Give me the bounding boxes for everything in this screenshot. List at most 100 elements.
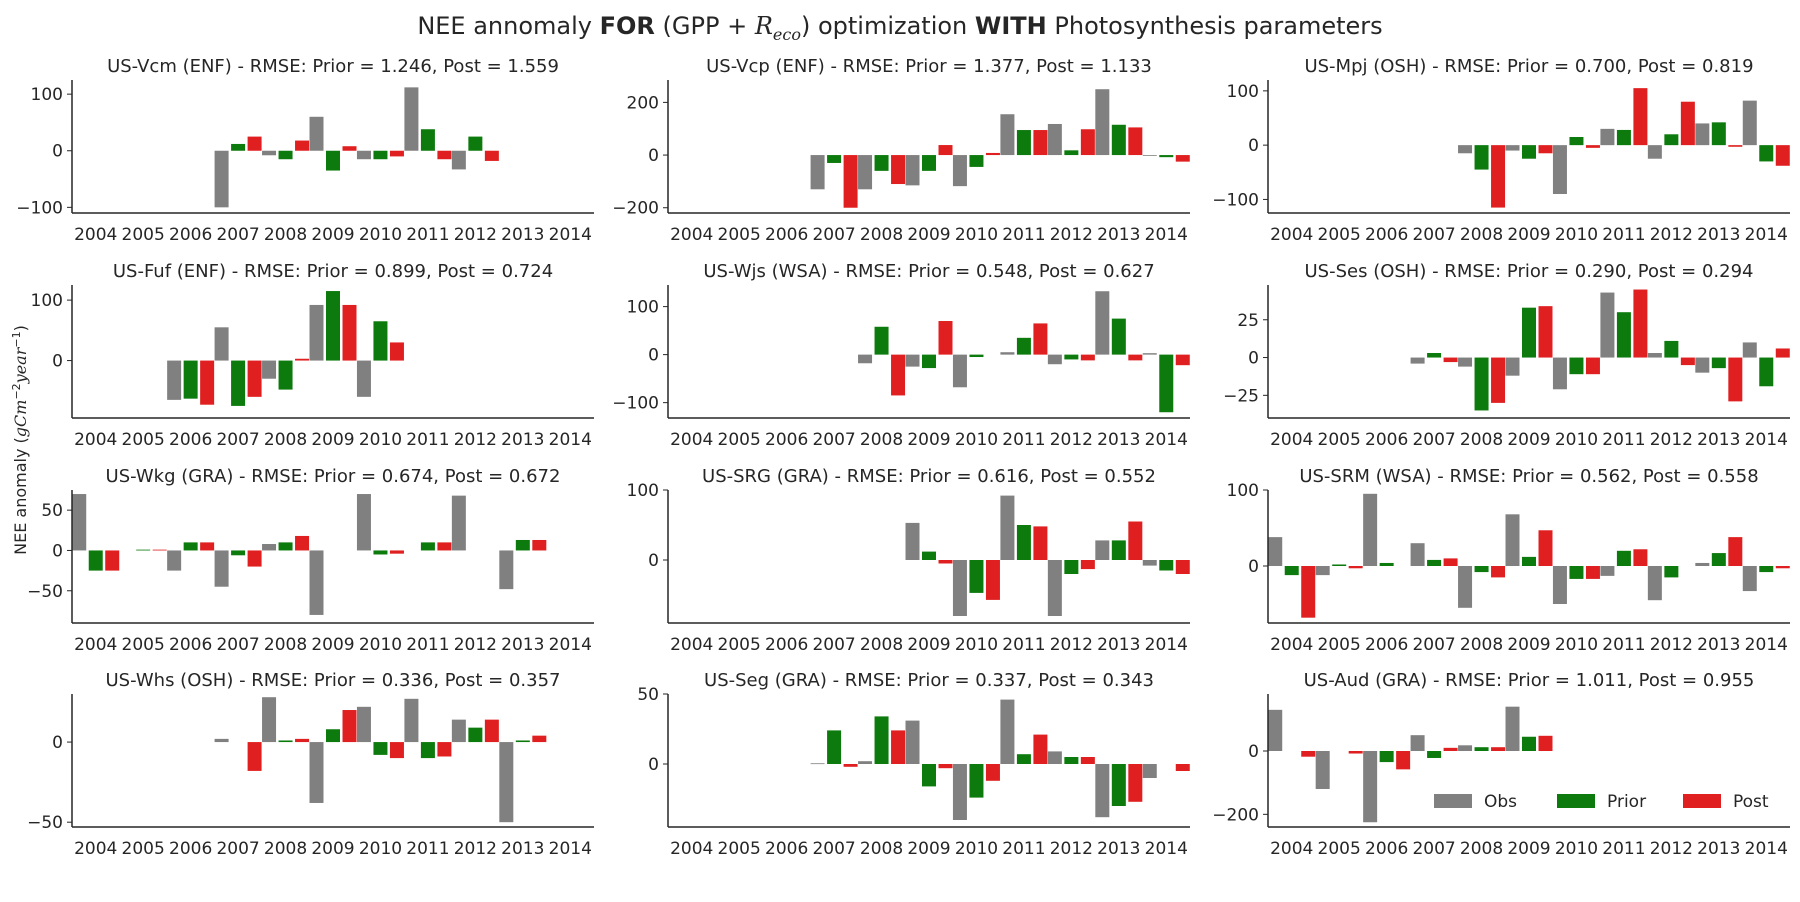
y-tick-label: 100	[31, 85, 63, 105]
legend-label-post: Post	[1733, 792, 1769, 812]
y-tick-label: 0	[648, 551, 659, 571]
bar-prior-2004	[1284, 566, 1299, 576]
bar-post-2011	[1633, 88, 1648, 146]
bar-obs-2012	[1647, 145, 1662, 159]
x-tick-label: 2008	[860, 839, 903, 859]
bar-prior-2013	[1111, 764, 1126, 806]
bar-prior-2009	[1522, 736, 1536, 751]
x-tick-label: 2008	[264, 635, 307, 655]
bar-obs-2011	[1000, 699, 1015, 764]
bar-obs-2008	[1458, 357, 1473, 367]
x-tick-label: 2013	[501, 839, 544, 859]
bar-obs-2011	[404, 87, 419, 151]
bar-obs-2011	[1000, 114, 1015, 156]
y-tick-label: 100	[1227, 481, 1259, 501]
bar-obs-2009	[1505, 514, 1520, 566]
bar-prior-2013	[1111, 124, 1126, 156]
y-tick-label: 0	[648, 755, 659, 775]
x-tick-label: 2004	[74, 839, 117, 859]
x-tick-label: 2005	[1318, 839, 1361, 859]
bar-obs-2013	[1695, 123, 1710, 146]
x-tick-label: 2011	[1602, 839, 1645, 859]
subplot-8: US-SRG (GRA) - RMSE: Prior = 0.616, Post…	[627, 466, 1190, 655]
bar-obs-2013	[1695, 357, 1710, 373]
x-tick-label: 2011	[406, 839, 449, 859]
bar-obs-2012	[1047, 123, 1062, 156]
bar-prior-2012	[1664, 340, 1679, 358]
bar-obs-2012	[451, 719, 466, 743]
x-tick-label: 2008	[860, 430, 903, 450]
x-tick-label: 2005	[1318, 225, 1361, 245]
x-tick-label: 2014	[1145, 430, 1188, 450]
x-tick-label: 2010	[359, 635, 402, 655]
bar-obs-2009	[309, 550, 324, 615]
x-tick-label: 2004	[1270, 635, 1313, 655]
bar-obs-2010	[1552, 145, 1567, 194]
bar-post-2013	[532, 539, 547, 551]
x-tick-label: 2005	[718, 225, 761, 245]
bar-obs-2007	[214, 150, 229, 208]
bar-obs-2006	[1363, 493, 1378, 566]
x-tick-label: 2007	[812, 430, 855, 450]
bar-obs-2009	[905, 522, 920, 560]
x-tick-label: 2013	[1697, 430, 1740, 450]
bar-post-2014	[1175, 764, 1190, 771]
bar-post-2011	[437, 150, 452, 160]
x-tick-label: 2011	[1002, 225, 1045, 245]
bar-post-2007	[843, 155, 858, 208]
bar-obs-2008	[1458, 745, 1473, 751]
subplot-title: US-Whs (OSH) - RMSE: Prior = 0.336, Post…	[106, 670, 561, 691]
bar-obs-2011	[1600, 128, 1615, 146]
bar-prior-2011	[420, 742, 435, 759]
subplot-title: US-Ses (OSH) - RMSE: Prior = 0.290, Post…	[1305, 261, 1754, 282]
x-tick-label: 2008	[1460, 635, 1503, 655]
bar-prior-2008	[874, 155, 889, 171]
x-tick-label: 2008	[860, 225, 903, 245]
y-tick-label: 100	[1227, 82, 1259, 102]
bar-post-2010	[389, 150, 404, 157]
bar-prior-2011	[1016, 754, 1031, 764]
subplot-12: US-Aud (GRA) - RMSE: Prior = 1.011, Post…	[1212, 670, 1790, 859]
x-tick-label: 2009	[311, 839, 354, 859]
x-tick-label: 2011	[1602, 225, 1645, 245]
bar-prior-2009	[922, 551, 936, 560]
bar-obs-2014	[1742, 342, 1757, 358]
bar-prior-2010	[969, 354, 984, 358]
x-tick-label: 2005	[1318, 635, 1361, 655]
bar-obs-2008	[858, 354, 873, 364]
x-tick-label: 2006	[765, 635, 808, 655]
bar-post-2011	[437, 742, 452, 757]
bar-post-2008	[295, 535, 310, 551]
x-tick-label: 2007	[216, 635, 259, 655]
x-tick-label: 2009	[907, 225, 950, 245]
bar-obs-2008	[858, 761, 873, 764]
bar-obs-2009	[1505, 357, 1520, 376]
subplot-title: US-SRG (GRA) - RMSE: Prior = 0.616, Post…	[702, 466, 1156, 487]
bar-post-2014	[1775, 348, 1790, 358]
bar-post-2009	[938, 321, 953, 355]
x-tick-label: 2010	[1555, 225, 1598, 245]
subplot-title: US-Vcp (ENF) - RMSE: Prior = 1.377, Post…	[706, 56, 1152, 77]
bar-post-2012	[484, 719, 499, 743]
y-tick-label: 100	[31, 291, 63, 311]
bar-prior-2009	[1522, 556, 1536, 566]
y-tick-label: 0	[52, 733, 63, 753]
x-tick-label: 2010	[1555, 430, 1598, 450]
bar-prior-2008	[1474, 747, 1489, 751]
bar-prior-2005	[136, 549, 151, 551]
subplot-title: US-Wkg (GRA) - RMSE: Prior = 0.674, Post…	[106, 466, 561, 487]
bar-post-2005	[1348, 751, 1363, 754]
bar-post-2004	[1301, 751, 1316, 757]
bar-prior-2012	[1664, 134, 1679, 146]
bar-obs-2013	[1095, 540, 1110, 560]
subplot-title: US-Vcm (ENF) - RMSE: Prior = 1.246, Post…	[107, 56, 559, 77]
bar-post-2009	[938, 560, 953, 564]
bar-post-2011	[1033, 130, 1048, 156]
y-tick-label: 0	[52, 541, 63, 561]
bar-obs-2006	[167, 550, 182, 571]
x-tick-label: 2009	[1507, 430, 1550, 450]
bar-prior-2005	[1332, 564, 1347, 566]
bar-prior-2011	[1016, 130, 1031, 156]
bar-prior-2014	[1159, 354, 1174, 413]
